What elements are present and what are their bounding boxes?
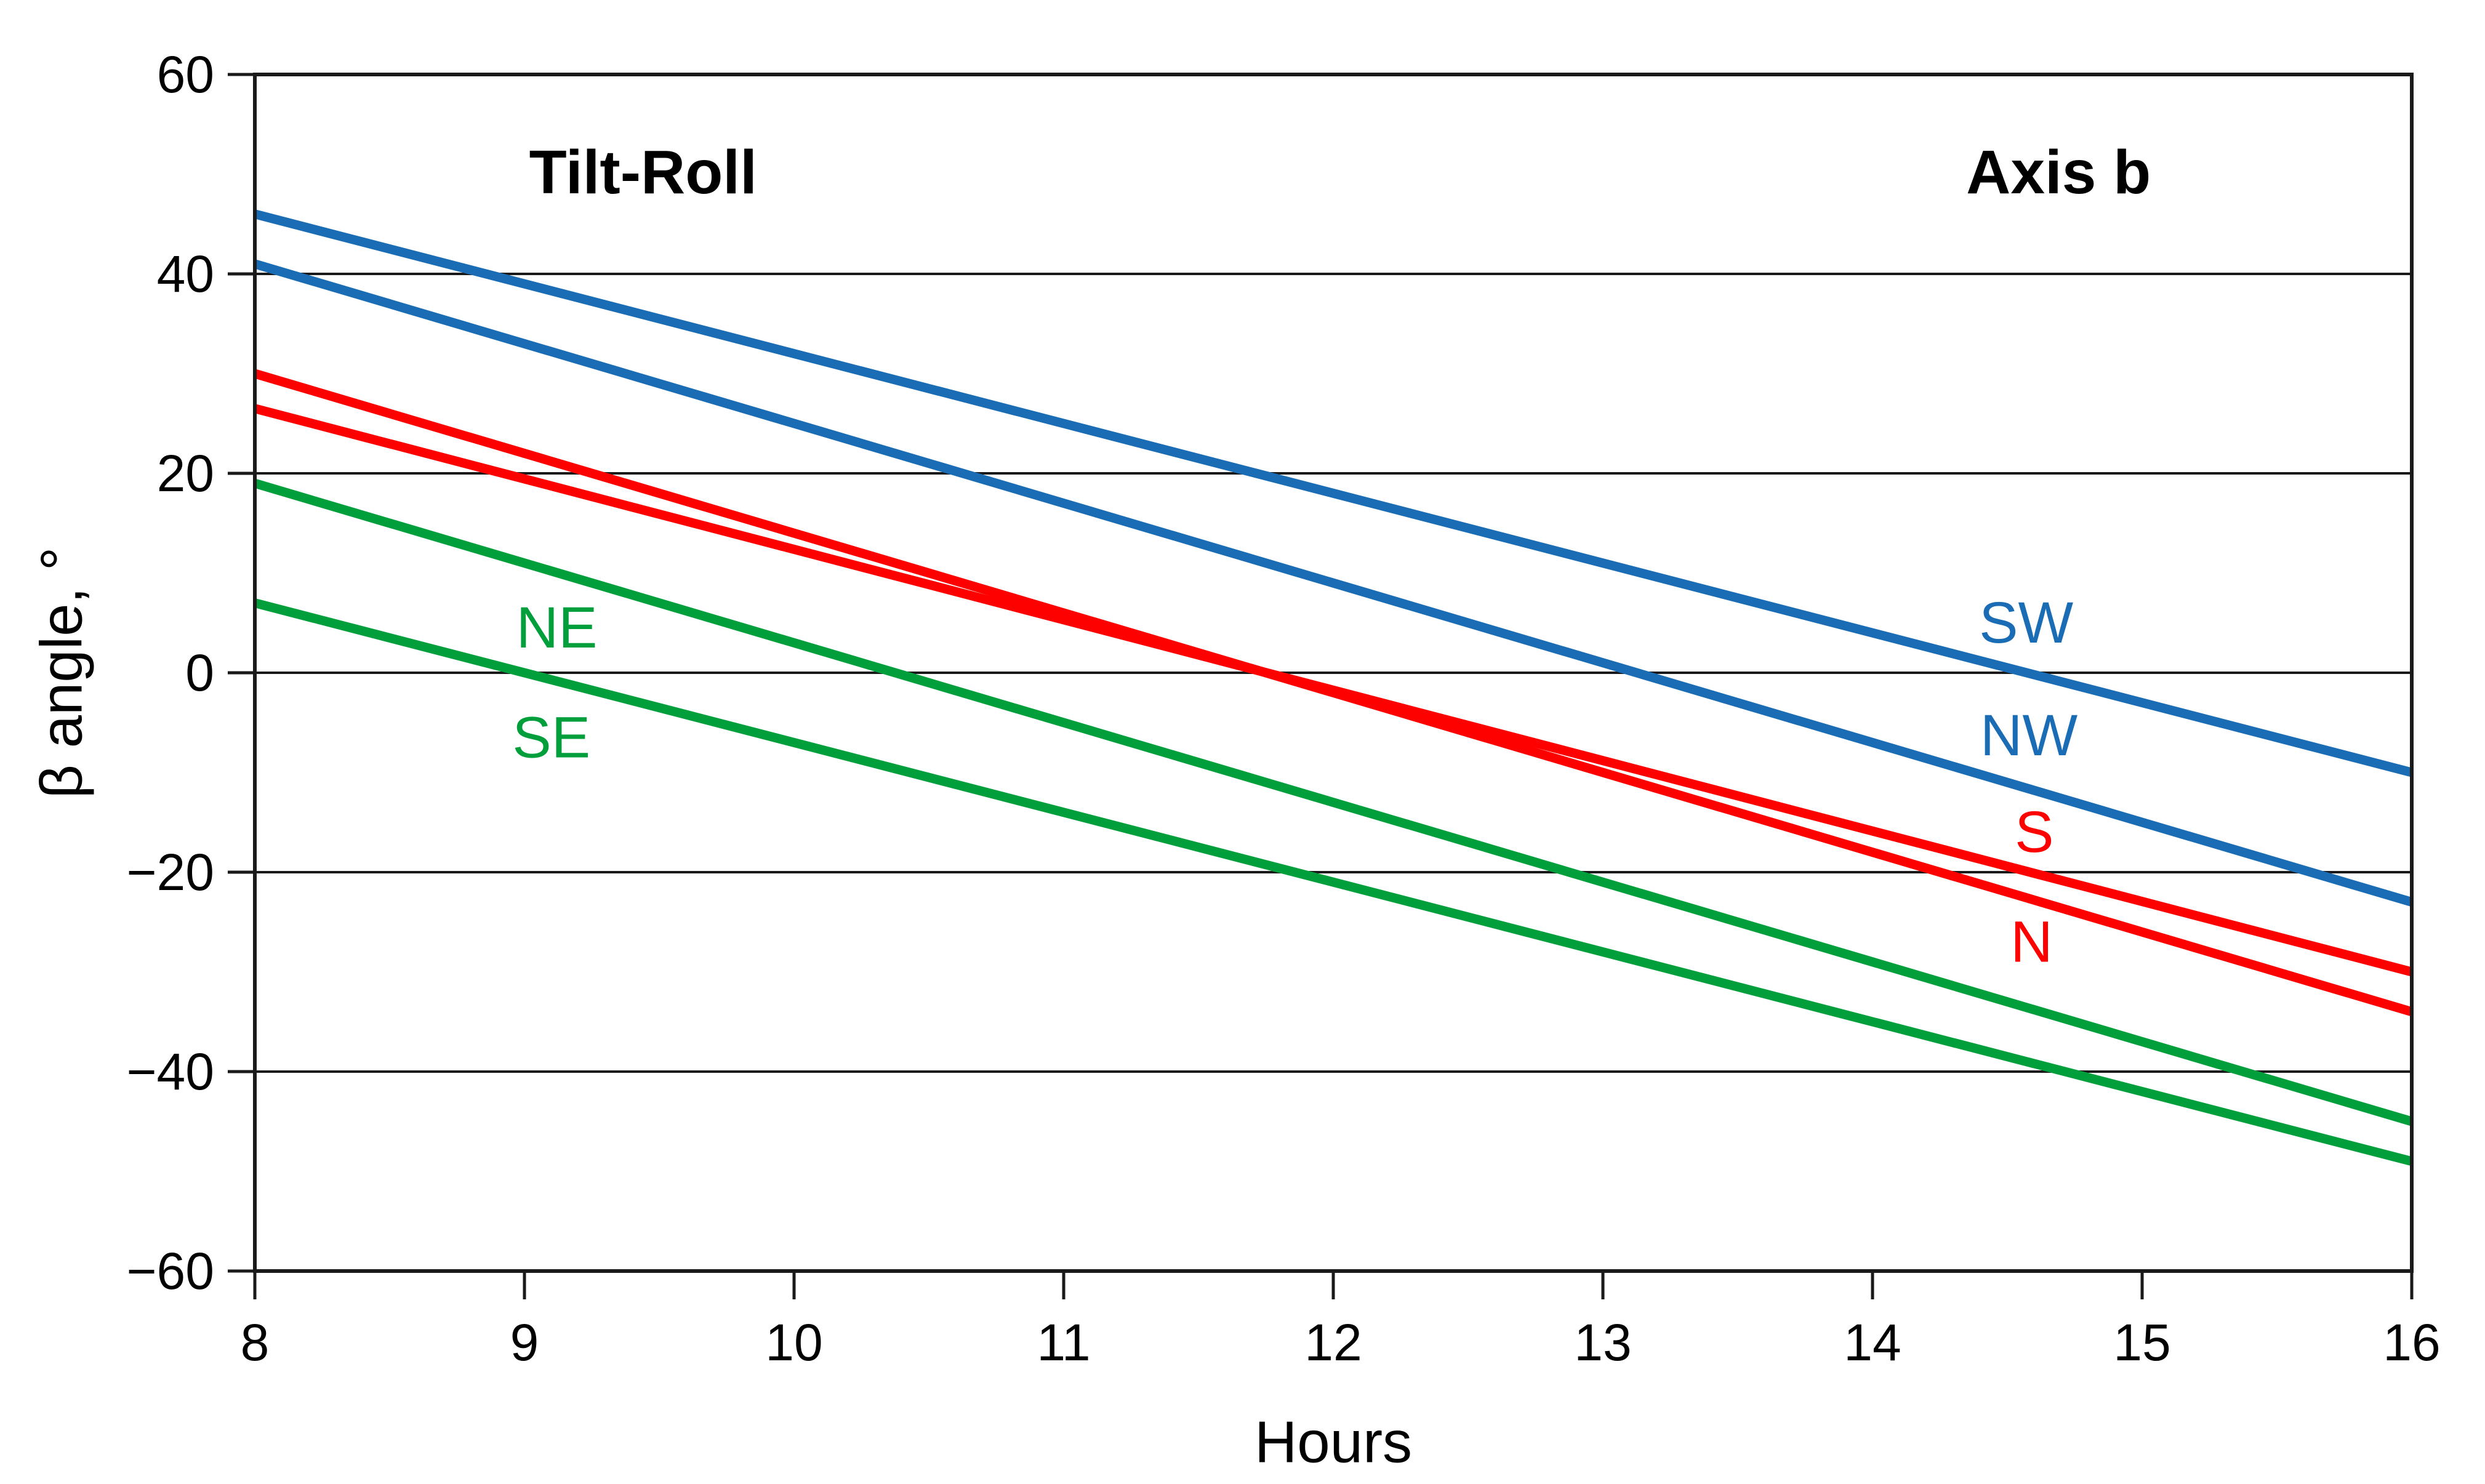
y-tick-label-20: 20 (157, 444, 214, 502)
plot-frame (253, 73, 2414, 1273)
x-tick-label-13: 13 (1574, 1314, 1631, 1371)
series-line-NW (253, 259, 2414, 907)
x-axis-title: Hours (1255, 1410, 1412, 1475)
series-label-SE: SE (512, 705, 590, 770)
y-tick-label--40: −40 (127, 1043, 215, 1101)
series-line-SW (254, 209, 2413, 777)
series-label-NE: NE (516, 595, 598, 660)
x-tick-label-12: 12 (1304, 1314, 1362, 1371)
y-tick-label--60: −60 (127, 1242, 215, 1300)
chart-title-right: Axis b (1966, 138, 2151, 207)
x-tick-label-14: 14 (1844, 1314, 1901, 1371)
series-line-N (253, 369, 2414, 1016)
series-label-NW: NW (1980, 703, 2078, 768)
series-line-SE (254, 598, 2413, 1166)
y-axis-title: β angle, ° (29, 547, 95, 799)
x-tick-label-8: 8 (241, 1314, 270, 1371)
x-tick-label-15: 15 (2113, 1314, 2170, 1371)
y-tick-label-40: 40 (157, 245, 214, 303)
series-label-S: S (2015, 800, 2053, 865)
x-tick-label-16: 16 (2383, 1314, 2440, 1371)
chart-title-left: Tilt-Roll (529, 138, 757, 207)
series-label-SW: SW (1979, 590, 2073, 656)
y-tick-label--20: −20 (127, 843, 215, 901)
x-tick-label-9: 9 (510, 1314, 539, 1371)
y-tick-label-0: 0 (185, 644, 214, 702)
x-tick-label-10: 10 (765, 1314, 822, 1371)
x-tick-label-11: 11 (1037, 1314, 1090, 1371)
y-tick-label-60: 60 (157, 46, 214, 103)
series-line-NE (253, 479, 2414, 1126)
series-label-N: N (2010, 909, 2053, 974)
